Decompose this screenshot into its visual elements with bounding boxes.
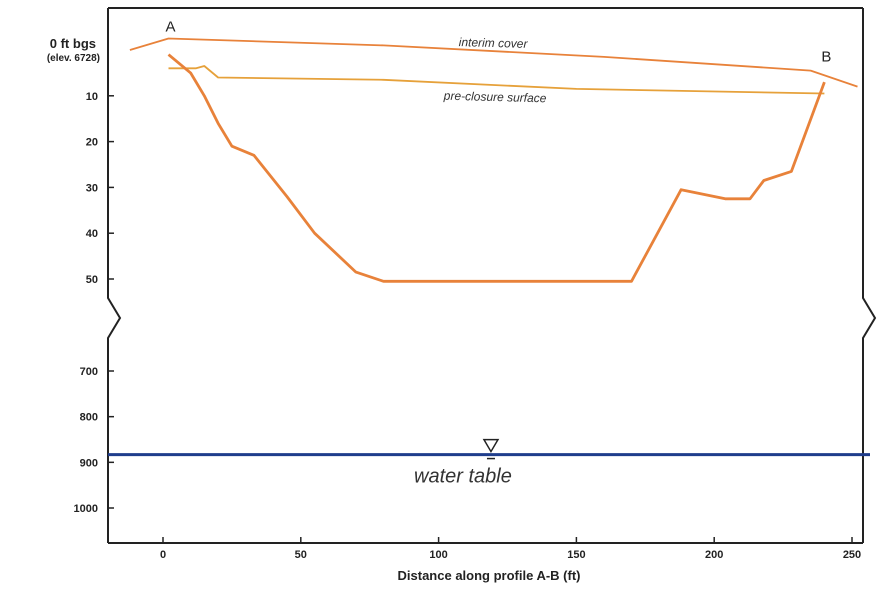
elevation-label: (elev. 6728) [47, 53, 100, 64]
y-axis-break-right [862, 8, 877, 543]
y-tick-label: 10 [86, 91, 98, 103]
series-line-0 [129, 37, 858, 88]
x-tick-label: 0 [160, 549, 166, 561]
y-zero-label: 0 ft bgs [50, 36, 96, 51]
y-tick-label: 20 [86, 137, 98, 149]
series-line-1 [168, 65, 825, 95]
water-table-icon [482, 438, 500, 454]
x-axis-label: Distance along profile A-B (ft) [398, 568, 581, 583]
point-label-b: B [821, 48, 831, 65]
y-tick-label: 800 [80, 412, 98, 424]
y-tick-label: 700 [80, 366, 98, 378]
x-tick-label: 100 [429, 549, 447, 561]
point-label-a: A [166, 19, 176, 36]
series-label-pre-closure-surface: pre-closure surface [443, 89, 547, 106]
series-layer [108, 37, 870, 460]
y-tick-label: 50 [86, 274, 98, 286]
series-line-2 [167, 53, 826, 283]
x-tick-label: 250 [843, 549, 861, 561]
x-tick-label: 200 [705, 549, 723, 561]
axis-layer [107, 7, 877, 544]
x-tick-label: 150 [567, 549, 585, 561]
y-tick-label: 1000 [74, 503, 98, 515]
y-tick-label: 30 [86, 182, 98, 194]
x-tick-label: 50 [295, 549, 307, 561]
series-label-interim-cover: interim cover [459, 35, 529, 51]
y-tick-label: 900 [80, 457, 98, 469]
y-axis-break-left [107, 8, 122, 543]
y-tick-label: 40 [86, 228, 98, 240]
water-table-label: water table [414, 466, 512, 488]
